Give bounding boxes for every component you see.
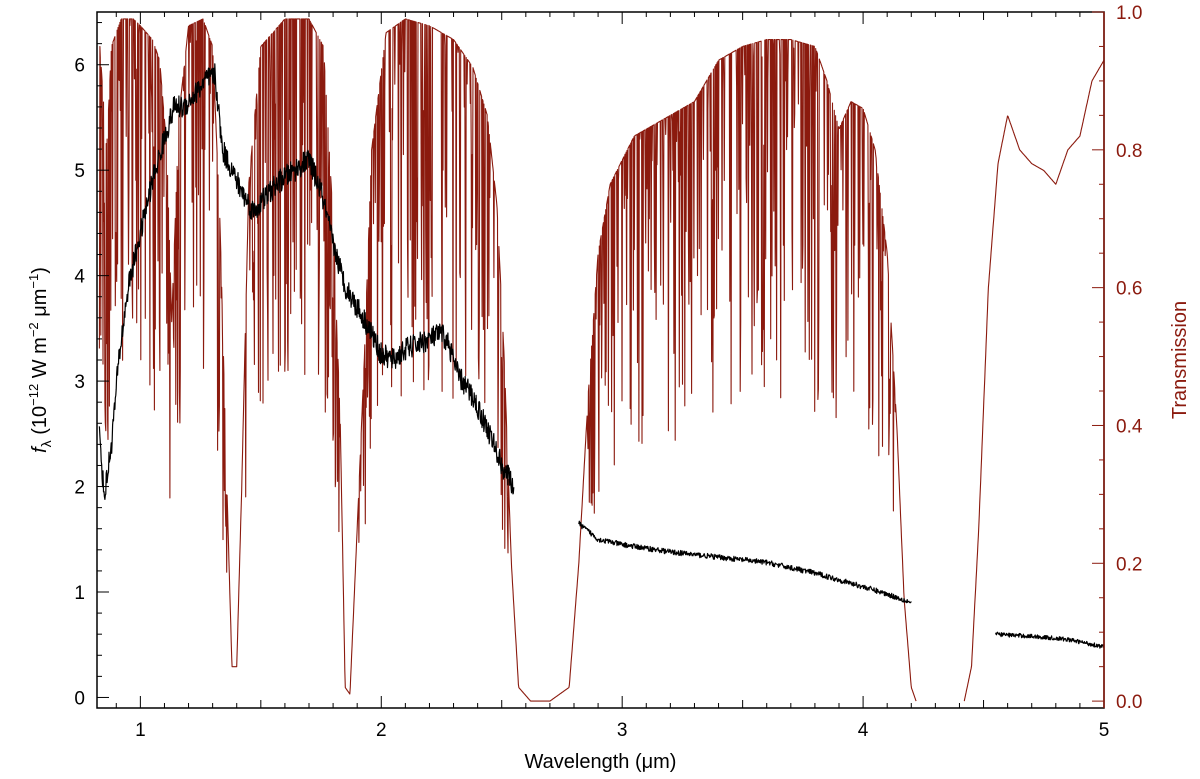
y-axis-title-exp1: −12 <box>26 384 41 406</box>
flux-line-segment-0 <box>98 63 515 500</box>
y-axis-title-body: (10 <box>29 406 51 440</box>
y-axis-title-subscript: λ <box>38 440 54 447</box>
y-axis-title-exp2: −2 <box>26 322 41 337</box>
y-axis-title-exp3: −1 <box>26 274 41 289</box>
plot-frame <box>96 11 1105 709</box>
flux-line-segment-2 <box>995 631 1105 649</box>
y-tick-label: 1 <box>74 583 85 604</box>
y-axis-title-suffix: ) <box>29 267 51 274</box>
y-axis-title-mid: W m <box>29 337 51 384</box>
x-tick-label: 2 <box>376 720 387 741</box>
x-tick-label: 5 <box>1099 720 1110 741</box>
y2-tick-label: 1.0 <box>1116 3 1142 24</box>
x-tick-label: 4 <box>858 720 869 741</box>
y-tick-label: 0 <box>74 688 85 709</box>
y-axis-title-prefix: f <box>29 445 51 453</box>
y-axis-left: 0 1 2 3 4 5 6 <box>74 22 109 709</box>
transmission-line-segment-0 <box>98 18 917 702</box>
y-tick-label: 3 <box>74 372 85 393</box>
y2-tick-label: 0.0 <box>1116 692 1142 713</box>
transmission-line-segment-1 <box>963 59 1105 702</box>
x-tick-label: 3 <box>617 720 628 741</box>
x-tick-label: 1 <box>135 720 146 741</box>
y2-tick-label: 0.4 <box>1116 416 1143 437</box>
y-tick-label: 6 <box>74 56 85 77</box>
y-tick-label: 4 <box>74 267 85 288</box>
y2-axis-title: Transmission <box>1169 301 1191 419</box>
y-tick-label: 2 <box>74 478 85 499</box>
y-tick-label: 5 <box>74 161 85 182</box>
flux-line-segment-1 <box>578 520 912 604</box>
y-axis-title-mid2: μm <box>29 289 51 323</box>
y-axis-right: 0.0 0.2 0.4 0.6 0.8 1.0 <box>1092 3 1143 713</box>
series-lines <box>98 18 1105 702</box>
y-axis-title: fλ (10−12 W m−2 μm−1) <box>26 267 54 453</box>
x-axis-title: Wavelength (μm) <box>525 751 677 773</box>
y2-tick-label: 0.6 <box>1116 279 1142 300</box>
y2-tick-label: 0.8 <box>1116 141 1142 162</box>
y2-tick-label: 0.2 <box>1116 554 1142 575</box>
